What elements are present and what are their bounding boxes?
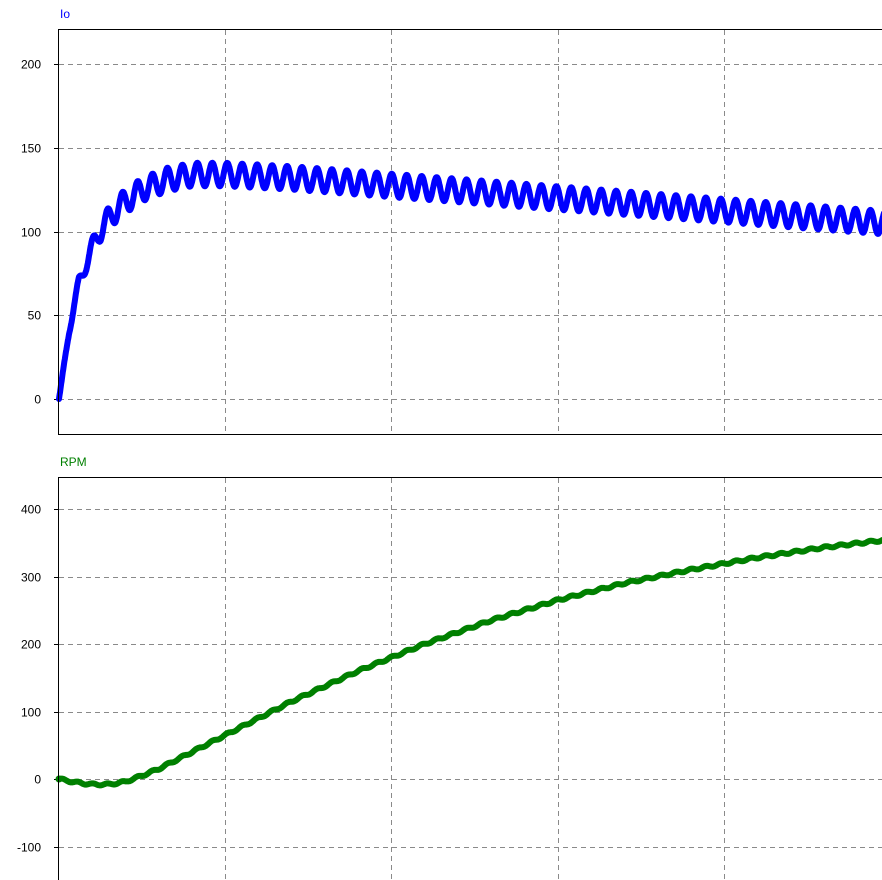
chart-rpm-series (55, 536, 882, 789)
io-y-tick-label: 200 (21, 58, 41, 72)
chart-io: Io 0 50 100 150 200 (21, 7, 882, 435)
chart-rpm-y-axis: -100 0 100 200 300 400 (17, 503, 59, 855)
io-y-tick-label: 0 (34, 393, 41, 407)
io-y-tick-label: 150 (21, 142, 41, 156)
rpm-y-tick-label: 200 (21, 638, 41, 652)
chart-io-series (56, 159, 882, 402)
rpm-y-tick-label: 300 (21, 571, 41, 585)
rpm-series-line (56, 536, 882, 789)
rpm-y-tick-label: 0 (34, 773, 41, 787)
chart-rpm-frame (58, 477, 882, 880)
chart-io-y-axis: 0 50 100 150 200 (21, 58, 59, 407)
chart-rpm: RPM -100 0 100 200 300 400 (17, 455, 882, 880)
chart-io-frame (58, 29, 882, 435)
chart-io-grid (59, 30, 882, 434)
chart-io-title: Io (60, 7, 70, 21)
rpm-y-tick-label: 100 (21, 706, 41, 720)
io-y-tick-label: 100 (21, 226, 41, 240)
rpm-y-tick-label: 400 (21, 503, 41, 517)
chart-rpm-title: RPM (60, 455, 87, 469)
io-series-line (56, 159, 882, 402)
io-y-tick-label: 50 (28, 309, 42, 323)
rpm-y-tick-label: -100 (17, 841, 41, 855)
chart-rpm-grid (59, 478, 882, 880)
